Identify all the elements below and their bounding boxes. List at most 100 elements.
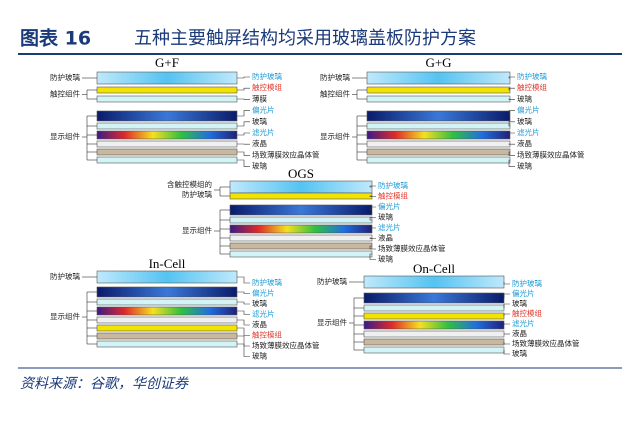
- group-label: 防护玻璃: [182, 189, 212, 199]
- leader-line: [370, 238, 376, 239]
- layer: [97, 333, 237, 339]
- layer: [230, 225, 372, 233]
- figure-number: 图表 16: [20, 27, 91, 50]
- layer-label: 薄膜: [252, 93, 267, 103]
- layer-label: 触控模组: [252, 330, 282, 340]
- leader-line: [237, 336, 250, 346]
- leader-line: [370, 196, 376, 197]
- layer-label: 防护玻璃: [512, 278, 542, 288]
- layer: [97, 131, 237, 139]
- layer: [367, 87, 510, 93]
- layer-label: 玻璃: [252, 298, 267, 308]
- layer-label: 防护玻璃: [378, 180, 408, 190]
- group-label: 触控组件: [50, 89, 80, 99]
- leader-line: [237, 277, 250, 283]
- layer-label: 偏光片: [252, 288, 275, 298]
- layer-label: 玻璃: [517, 116, 532, 126]
- leader-line: [237, 302, 250, 304]
- layer: [97, 317, 237, 323]
- layer-label: 场致薄膜效应晶体管: [512, 338, 580, 348]
- leader-line: [237, 160, 250, 167]
- leader-line: [504, 342, 510, 344]
- diagram-title: OGS: [288, 166, 314, 181]
- layer-label: 液晶: [252, 138, 267, 148]
- layer: [97, 341, 237, 347]
- leader-line: [504, 304, 510, 308]
- layer: [364, 305, 504, 311]
- layer: [367, 123, 510, 129]
- layer-label: 滤光片: [252, 127, 275, 137]
- layer-label: 偏光片: [517, 105, 540, 115]
- layer-label: 偏光片: [512, 288, 535, 298]
- layer: [97, 157, 237, 163]
- layer-label: 滤光片: [378, 222, 401, 232]
- group-label: 防护玻璃: [317, 276, 347, 286]
- layer-label: 玻璃: [378, 212, 393, 222]
- layer-label: 液晶: [252, 319, 267, 329]
- layer: [97, 123, 237, 129]
- layer: [364, 293, 504, 303]
- diagram-title: G+F: [155, 55, 179, 70]
- layer: [97, 141, 237, 147]
- leader-line: [237, 88, 250, 90]
- layer: [230, 193, 372, 199]
- group-label: 触控组件: [320, 89, 350, 99]
- group-label: 防护玻璃: [50, 72, 80, 82]
- layer: [367, 111, 510, 121]
- layer-label: 场致薄膜效应晶体管: [252, 340, 320, 350]
- leader-line: [237, 122, 250, 126]
- layer-label: 玻璃: [252, 161, 267, 171]
- layer-label: 防护玻璃: [517, 71, 547, 81]
- layer-label: 触控模组: [512, 308, 542, 318]
- layer: [97, 287, 237, 297]
- group-label: 显示组件: [320, 131, 350, 141]
- layer: [97, 72, 237, 84]
- layer: [97, 111, 237, 121]
- layer: [230, 243, 372, 249]
- layer-label: 场致薄膜效应晶体管: [378, 243, 446, 253]
- layer: [367, 141, 510, 147]
- layer-label: 防护玻璃: [252, 277, 282, 287]
- layer-label: 滤光片: [517, 127, 540, 137]
- layer: [367, 157, 510, 163]
- layer-label: 玻璃: [517, 93, 532, 103]
- layer: [364, 331, 504, 337]
- layer: [230, 251, 372, 257]
- layer-label: 液晶: [378, 233, 393, 243]
- layer: [367, 72, 510, 84]
- figure-title: 五种主要触屏结构均采用玻璃盖板防护方案: [134, 28, 476, 49]
- layer: [97, 325, 237, 331]
- diagram-title: G+G: [425, 55, 451, 70]
- leader-line: [504, 282, 510, 284]
- layer-label: 液晶: [512, 328, 527, 338]
- leader-line: [237, 152, 250, 155]
- layer: [97, 299, 237, 305]
- group-label: 防护玻璃: [320, 72, 350, 82]
- layer-label: 滤光片: [252, 309, 275, 319]
- leader-line: [237, 77, 250, 78]
- leader-line: [237, 133, 250, 135]
- layer-label: 偏光片: [378, 201, 401, 211]
- leader-line: [504, 314, 510, 316]
- leader-line: [504, 324, 510, 325]
- layer: [364, 321, 504, 329]
- layer-label: 液晶: [517, 138, 532, 148]
- layer: [230, 205, 372, 215]
- diagram-title: On-Cell: [413, 261, 455, 276]
- group-label: 显示组件: [50, 311, 80, 321]
- layer-label: 场致薄膜效应晶体管: [517, 149, 585, 159]
- layer: [367, 96, 510, 102]
- source: 资料来源：谷歌，华创证券: [20, 376, 189, 392]
- group-label: 显示组件: [317, 317, 347, 327]
- layer: [230, 235, 372, 241]
- group-label: 显示组件: [182, 225, 212, 235]
- layer-label: 玻璃: [378, 254, 393, 264]
- layer-label: 玻璃: [512, 348, 527, 358]
- layer: [97, 87, 237, 93]
- leader-line: [237, 320, 250, 325]
- layer: [97, 96, 237, 102]
- group-label: 含触控模组的: [167, 179, 212, 189]
- leader-line: [237, 111, 250, 116]
- layer: [230, 217, 372, 223]
